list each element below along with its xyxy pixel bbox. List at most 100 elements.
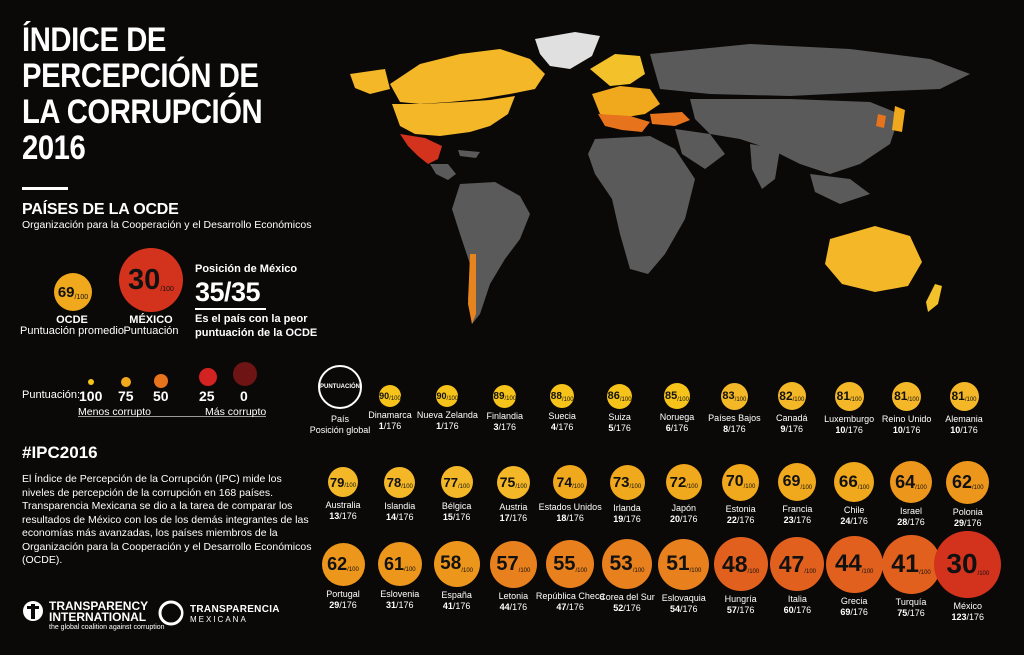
country-score-circle: 47/100 xyxy=(770,537,825,591)
country-score: 62 xyxy=(951,471,972,492)
country-score-circle: 81/100 xyxy=(949,381,979,411)
country-rank: 44/176 xyxy=(499,601,528,612)
country-item: 58/100 España 41/176 xyxy=(422,541,492,612)
country-name: Suiza xyxy=(608,411,631,422)
country-rank: 17/176 xyxy=(499,512,528,523)
tm-logo-icon xyxy=(158,600,184,626)
map-africa xyxy=(588,136,695,274)
country-score-circle: 78/100 xyxy=(384,466,416,498)
country-rank: 3/176 xyxy=(493,421,517,432)
country-score-of: /100 xyxy=(800,484,813,491)
country-score-circle: 48/100 xyxy=(713,537,768,591)
map-caribbean xyxy=(458,150,480,158)
country-name: República Checa xyxy=(535,591,605,601)
ti-tagline: the global coalition against corruption xyxy=(49,624,165,631)
country-score-of: /100 xyxy=(344,483,357,489)
country-rank: 22/176 xyxy=(726,514,755,525)
map-central-america xyxy=(430,164,456,180)
country-name: Finlandia xyxy=(486,410,524,421)
country-item: 73/100 Irlanda 19/176 xyxy=(592,464,662,525)
country-rank: 29/176 xyxy=(329,599,357,610)
country-score-of: /100 xyxy=(743,484,756,490)
legend-dot-75 xyxy=(121,377,131,387)
country-name: Francia xyxy=(782,504,813,514)
country-score-circle: 72/100 xyxy=(665,464,702,500)
country-name: Grecia xyxy=(840,595,868,606)
country-score-circle: 66/100 xyxy=(834,462,875,502)
country-item: 47/100 Italia 60/176 xyxy=(762,537,832,616)
mexico-score-circle: 30/100 xyxy=(119,248,183,312)
country-score-circle: 30/100 xyxy=(934,530,1002,598)
country-rank: 41/176 xyxy=(442,601,471,611)
country-name: Hungría xyxy=(724,594,757,604)
map-india xyxy=(750,144,780,189)
country-rank: 18/176 xyxy=(556,513,584,523)
country-rank: 1/176 xyxy=(436,421,459,431)
country-score-of: /100 xyxy=(632,568,645,574)
country-score: 77 xyxy=(443,474,458,490)
country-rank: 75/176 xyxy=(897,607,925,618)
country-score-of: /100 xyxy=(446,396,459,402)
map-alaska xyxy=(350,69,390,94)
country-score-circle: 90/100 xyxy=(379,385,401,407)
country-score-circle: 41/100 xyxy=(881,534,941,594)
country-item: 51/100 Eslovaquia 54/176 xyxy=(649,538,719,615)
legend-dot-50 xyxy=(154,374,168,388)
country-name: Luxemburgo xyxy=(824,413,875,424)
map-new-zealand xyxy=(926,284,942,312)
country-score: 85 xyxy=(665,390,678,402)
country-rank: 10/176 xyxy=(892,424,921,435)
map-japan xyxy=(892,106,905,132)
country-rank: 123/176 xyxy=(951,611,985,622)
country-score: 86 xyxy=(607,390,620,402)
mexico-position-description: Es el país con la peor puntuación de la … xyxy=(195,313,318,339)
country-score-circle: 75/100 xyxy=(496,465,530,499)
country-item: 89/100 Finlandia 3/176 xyxy=(470,384,540,433)
country-score-of: /100 xyxy=(907,397,920,403)
country-name: Islandia xyxy=(384,500,416,511)
map-usa xyxy=(392,96,515,136)
title-line: 2016 xyxy=(22,129,86,167)
country-score-circle: 61/100 xyxy=(377,542,422,586)
legend-dot-100 xyxy=(88,379,94,385)
country-rank: 23/176 xyxy=(783,515,812,525)
mexico-score-sublabel: Puntuación xyxy=(123,325,179,337)
legend-line xyxy=(78,416,266,417)
country-score-of: /100 xyxy=(518,567,531,574)
country-score: 73 xyxy=(612,473,630,491)
country-score-circle: 44/100 xyxy=(825,535,883,593)
country-item: 53/100 Corea del Sur 52/176 xyxy=(592,539,662,614)
ti-name-1: TRANSPARENCY xyxy=(49,599,149,613)
legend-less-corrupt: Menos corrupto xyxy=(78,406,151,418)
country-score: 74 xyxy=(556,474,573,490)
mexico-position-value: 35/35 xyxy=(195,277,261,307)
mexico-position-title: Posición de México xyxy=(195,263,298,275)
legend-dot-25 xyxy=(199,368,217,386)
country-score: 30 xyxy=(946,548,978,579)
country-score-circle: 85/100 xyxy=(664,383,690,409)
ocde-average-label: OCDE xyxy=(56,314,88,326)
country-item: 30/100 México 123/176 xyxy=(933,530,1003,623)
map-canada xyxy=(390,49,545,104)
country-score-circle: 73/100 xyxy=(609,464,645,500)
country-score-of: /100 xyxy=(619,396,632,403)
country-score: 55 xyxy=(553,552,576,575)
country-name: Canadá xyxy=(776,413,808,423)
country-item: 74/100 Estados Unidos 18/176 xyxy=(535,465,605,524)
country-score-circle: 55/100 xyxy=(546,540,595,588)
country-name: Suecia xyxy=(548,411,576,421)
country-score-circle: 83/100 xyxy=(720,382,748,410)
country-score: 64 xyxy=(895,471,916,492)
country-score-of: /100 xyxy=(747,568,760,575)
country-score: 70 xyxy=(725,473,744,490)
country-score-of: /100 xyxy=(919,569,931,576)
legend-label: Puntuación: xyxy=(22,389,81,401)
legend-value: 0 xyxy=(240,388,248,404)
country-rank: 8/176 xyxy=(723,423,746,434)
country-score-of: /100 xyxy=(964,397,977,403)
country-item: 83/100 Países Bajos 8/176 xyxy=(699,382,769,435)
country-item: 88/100 Suecia 4/176 xyxy=(527,384,597,433)
country-rank: 47/176 xyxy=(556,602,584,612)
country-rank: 19/176 xyxy=(613,513,641,524)
transparencia-mexicana-logo: TRANSPARENCIA MEXICANA xyxy=(158,600,283,634)
